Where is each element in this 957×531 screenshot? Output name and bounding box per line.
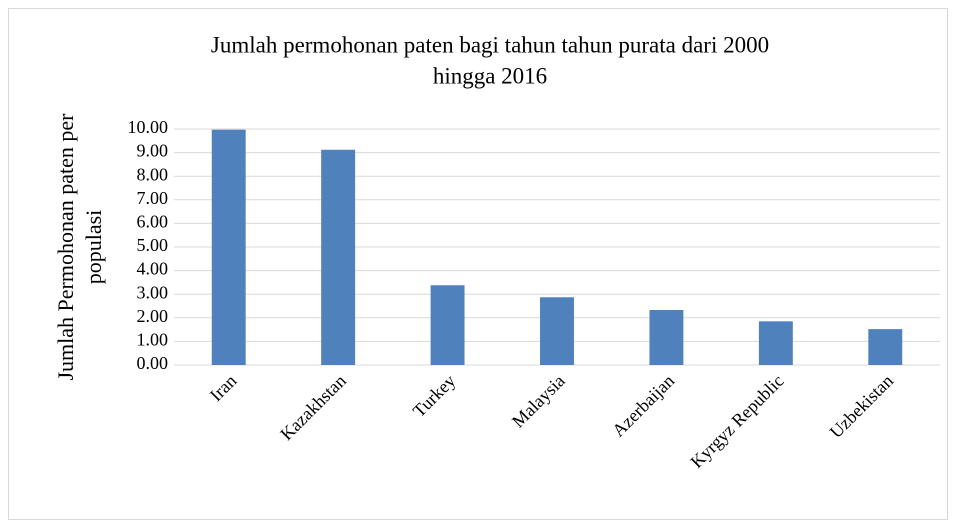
y-tick-label: 1.00: [137, 330, 169, 350]
y-tick-label: 4.00: [137, 259, 169, 279]
y-axis-title: Jumlah Permohonan paten per: [53, 113, 78, 381]
bar: [868, 329, 903, 365]
bar: [430, 285, 465, 365]
y-tick-label: 8.00: [137, 164, 169, 184]
bar: [540, 297, 574, 365]
chart-title: hingga 2016: [433, 63, 547, 88]
y-tick-label: 2.00: [137, 306, 169, 326]
y-tick-label: 7.00: [137, 188, 169, 208]
y-tick-label: 9.00: [137, 141, 169, 161]
bar: [211, 129, 246, 365]
y-tick-label: 3.00: [137, 282, 169, 302]
y-tick-label: 0.00: [137, 353, 169, 373]
y-tick-label: 5.00: [137, 235, 169, 255]
chart-frame: [8, 8, 948, 520]
bar: [321, 149, 356, 365]
bar: [758, 321, 793, 365]
y-tick-label: 10.00: [128, 117, 169, 137]
bar: [649, 310, 684, 365]
chart-title: Jumlah permohonan paten bagi tahun tahun…: [211, 32, 769, 57]
y-axis-title: populasi: [81, 210, 106, 285]
y-tick-label: 6.00: [137, 212, 169, 232]
